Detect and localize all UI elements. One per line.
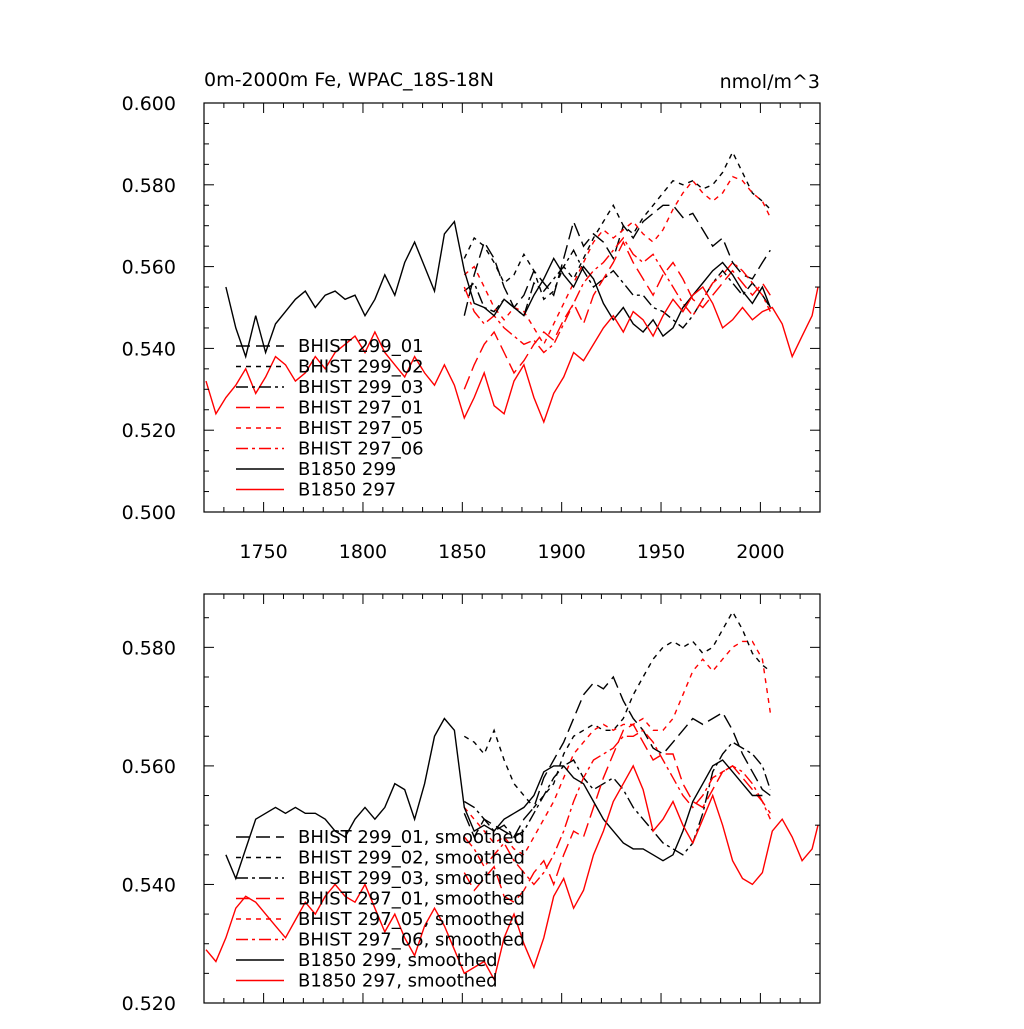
- chart-panel-2: 0.520 0.540 0.560 0.580 BHIST 299_01, smooth…: [122, 593, 821, 1015]
- legend-label: B1850 299: [298, 459, 396, 480]
- y-tick-label: 0.580: [122, 175, 176, 197]
- y-tick-label: 0.560: [122, 257, 176, 279]
- y-tick-label: 0.500: [122, 502, 176, 524]
- plot-frame: [203, 593, 821, 1004]
- y-tick-label: 0.560: [122, 756, 176, 778]
- legend-label: BHIST 297_05, smoothed: [298, 909, 525, 930]
- series-line: [463, 150, 771, 301]
- series-line: [463, 240, 771, 390]
- series-line: [463, 729, 771, 886]
- y-tick-label: 0.520: [122, 993, 176, 1015]
- series-line: [463, 204, 771, 316]
- y-tick-label: 0.540: [122, 874, 176, 896]
- series-line: [205, 764, 819, 982]
- x-tick-label: 1750: [239, 541, 287, 563]
- legend-label: BHIST 297_01, smoothed: [298, 889, 525, 910]
- legend-label: BHIST 299_02: [298, 357, 424, 378]
- legend-label: BHIST 299_01: [298, 336, 424, 357]
- legend-label: B1850 299, smoothed: [298, 950, 498, 971]
- series-line: [463, 236, 771, 354]
- series-line: [463, 640, 771, 856]
- legend-label: BHIST 297_06: [298, 439, 424, 460]
- y-tick-label: 0.540: [122, 338, 176, 360]
- legend-label: BHIST 299_01, smoothed: [298, 827, 525, 848]
- series-line: [463, 675, 771, 839]
- chart-panel-1: 1750 1800 1850 1900 1950 2000 0.500 0.520 0.540 0…: [122, 93, 821, 563]
- series-line: [463, 741, 771, 856]
- series-line: [463, 610, 771, 809]
- series-line: [225, 717, 763, 881]
- x-tick-label: 1950: [637, 541, 685, 563]
- legend-label: B1850 297, smoothed: [298, 971, 498, 992]
- series-line: [225, 220, 771, 360]
- y-tick-label: 0.580: [122, 637, 176, 659]
- legend-label: B1850 297: [298, 480, 396, 501]
- x-tick-label: 1800: [339, 541, 387, 563]
- y-tick-label: 0.600: [122, 93, 176, 115]
- legend-label: BHIST 299_02, smoothed: [298, 848, 525, 869]
- legend-label: BHIST 297_01: [298, 398, 424, 419]
- x-tick-label: 1850: [438, 541, 486, 563]
- units-label: nmol/m^3: [720, 71, 820, 93]
- legend-label: BHIST 297_05: [298, 418, 424, 439]
- x-tick-label: 2000: [736, 541, 784, 563]
- chart-title: 0m-2000m Fe, WPAC_18S-18N: [204, 69, 494, 91]
- y-tick-label: 0.520: [122, 420, 176, 442]
- x-tick-label: 1900: [537, 541, 585, 563]
- series-line: [205, 285, 819, 424]
- legend-label: BHIST 297_06, smoothed: [298, 930, 525, 951]
- legend-label: BHIST 299_03: [298, 377, 424, 398]
- legend-label: BHIST 299_03, smoothed: [298, 868, 525, 889]
